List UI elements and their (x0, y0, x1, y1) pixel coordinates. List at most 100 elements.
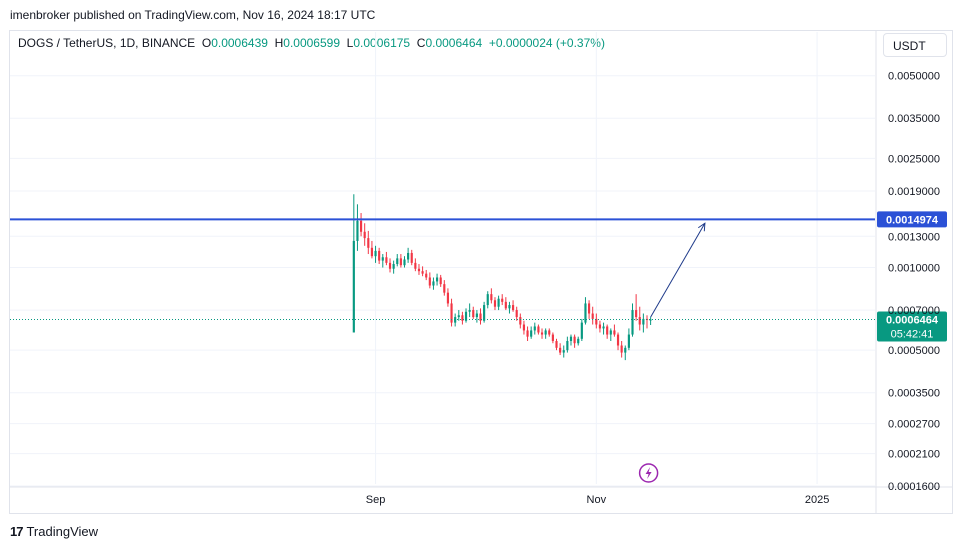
candle-body (457, 315, 460, 318)
price-tick-label: 0.0007000 (888, 305, 940, 317)
price-tick-label: 0.0005000 (888, 345, 940, 357)
horizontal-level-tag (877, 211, 947, 228)
candlestick-series (352, 194, 652, 361)
candle-body (392, 264, 395, 269)
candle-body (475, 313, 478, 318)
candle-body (562, 350, 565, 353)
candle-body (472, 310, 475, 318)
candle-body (378, 250, 381, 261)
candle-body (609, 330, 612, 335)
price-tick-label: 0.0002100 (888, 449, 940, 461)
price-tick-label: 0.0035000 (888, 113, 940, 125)
price-tick-label: 0.0003500 (888, 388, 940, 400)
candle-body (519, 317, 522, 325)
horizontal-level-label: 0.0014974 (886, 214, 939, 226)
candle-body (530, 330, 533, 337)
price-tick-label: 0.0010000 (888, 263, 940, 275)
candle-body (548, 330, 551, 335)
price-tick-label: 0.0013000 (888, 231, 940, 243)
open-key: O (201, 36, 212, 50)
last-price-label: 0.0006464 (886, 315, 939, 327)
candle-body (613, 330, 616, 335)
close-key: C (416, 36, 426, 50)
candle-body (385, 257, 388, 263)
candle-body (483, 305, 486, 321)
last-price-tag (877, 311, 947, 342)
candle-body (359, 220, 363, 232)
candle-body (374, 250, 377, 257)
candle-body (577, 338, 580, 344)
candle-body (606, 326, 609, 335)
symbol-label[interactable]: DOGS / TetherUS, 1D, BINANCE (18, 36, 196, 50)
candle-body (591, 313, 594, 319)
lightning-event-icon[interactable] (638, 463, 659, 483)
candle-body (417, 268, 421, 272)
candle-body (508, 305, 511, 309)
candle-body (490, 294, 493, 301)
candle-body (425, 273, 428, 278)
candle-body (407, 252, 410, 260)
projection-arrowhead (697, 222, 706, 232)
candle-body (479, 313, 482, 321)
price-tick-label: 0.0002700 (888, 419, 940, 431)
publish-caption: imenbroker published on TradingView.com,… (10, 8, 376, 22)
candle-body (432, 281, 435, 286)
price-tick-label: 0.0025000 (888, 153, 940, 165)
currency-button[interactable]: USDT (883, 33, 947, 57)
close-value: 0.0006464 (425, 36, 483, 50)
low-value: 0.0006175 (353, 36, 411, 50)
price-tick-label: 0.0050000 (888, 71, 940, 83)
candle-body (439, 277, 442, 285)
ohlc-legend: DOGS / TetherUS, 1D, BINANCE O0.0006439 … (18, 36, 605, 50)
candle-body (595, 318, 598, 325)
candle-body (367, 238, 370, 248)
candle-body (511, 305, 515, 311)
tradingview-logo[interactable]: 17 TradingView (10, 524, 98, 539)
candle-body (602, 326, 605, 329)
chart-frame (9, 30, 953, 514)
candle-body (421, 271, 424, 274)
bar-countdown-label: 05:42:41 (891, 329, 934, 341)
candle-body (649, 319, 652, 321)
candle-body (461, 315, 464, 321)
time-tick-label: 2025 (805, 494, 829, 506)
change-value: +0.0000024 (+0.37%) (488, 36, 605, 50)
price-axis: 0.0050000 0.0035000 0.0025000 0.0019000 0.00… (888, 71, 940, 493)
candle-body (598, 324, 602, 329)
candle-body (635, 310, 638, 318)
projection-arrow-line (650, 223, 706, 318)
candle-body (399, 258, 402, 266)
candle-body (540, 332, 544, 335)
candle-body (627, 334, 630, 348)
time-tick-label: Sep (366, 494, 386, 506)
candle-body (580, 322, 583, 339)
candle-body (381, 257, 384, 261)
candle-body (624, 347, 627, 353)
candle-body (620, 345, 623, 353)
candle-body (352, 240, 355, 333)
candle-body (370, 247, 374, 257)
open-value: 0.0006439 (211, 36, 268, 50)
candle-body (363, 231, 366, 239)
candle-body (587, 303, 591, 314)
candle-body (450, 303, 453, 323)
lightning-bolt (645, 467, 652, 479)
tradingview-mark-icon: 17 (10, 524, 24, 539)
candle-body (446, 292, 450, 304)
candle-body (468, 310, 471, 312)
candle-body (566, 340, 569, 351)
candle-body (533, 326, 536, 331)
candle-body (388, 262, 392, 269)
candle-body (537, 326, 540, 333)
candle-body (638, 317, 641, 325)
candle-body (544, 330, 547, 335)
candle-body (410, 252, 413, 263)
high-value: 0.0006599 (283, 36, 340, 50)
candle-body (559, 347, 562, 353)
candle-body (443, 284, 446, 293)
candle-body (414, 262, 417, 269)
candle-body (435, 277, 439, 282)
candle-body (497, 298, 500, 307)
candle-body (569, 336, 573, 341)
